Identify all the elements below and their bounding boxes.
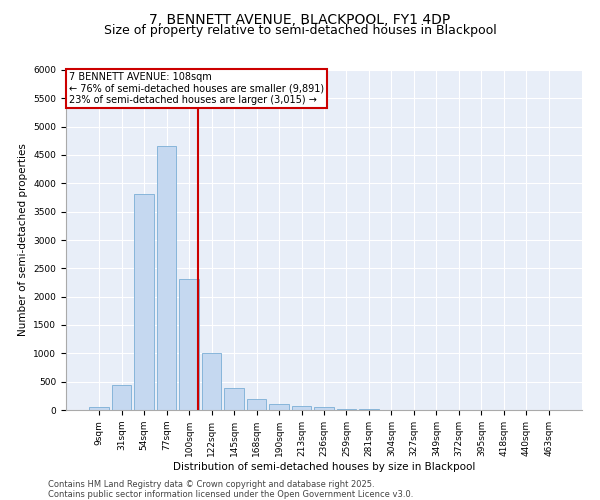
Bar (292, 406, 311, 410)
Bar (134, 194, 154, 410)
Y-axis label: Number of semi-detached properties: Number of semi-detached properties (18, 144, 28, 336)
Bar (179, 279, 199, 410)
Bar (269, 404, 289, 410)
Bar (224, 388, 244, 410)
Text: Contains HM Land Registry data © Crown copyright and database right 2025.
Contai: Contains HM Land Registry data © Crown c… (48, 480, 413, 499)
Text: 7, BENNETT AVENUE, BLACKPOOL, FY1 4DP: 7, BENNETT AVENUE, BLACKPOOL, FY1 4DP (149, 12, 451, 26)
Text: 7 BENNETT AVENUE: 108sqm
← 76% of semi-detached houses are smaller (9,891)
23% o: 7 BENNETT AVENUE: 108sqm ← 76% of semi-d… (68, 72, 324, 105)
X-axis label: Distribution of semi-detached houses by size in Blackpool: Distribution of semi-detached houses by … (173, 462, 475, 471)
Bar (89, 407, 109, 410)
Bar (202, 353, 221, 410)
Bar (314, 407, 334, 410)
Bar (157, 146, 176, 410)
Bar (337, 409, 356, 410)
Bar (247, 398, 266, 410)
Bar (112, 384, 131, 410)
Text: Size of property relative to semi-detached houses in Blackpool: Size of property relative to semi-detach… (104, 24, 496, 37)
